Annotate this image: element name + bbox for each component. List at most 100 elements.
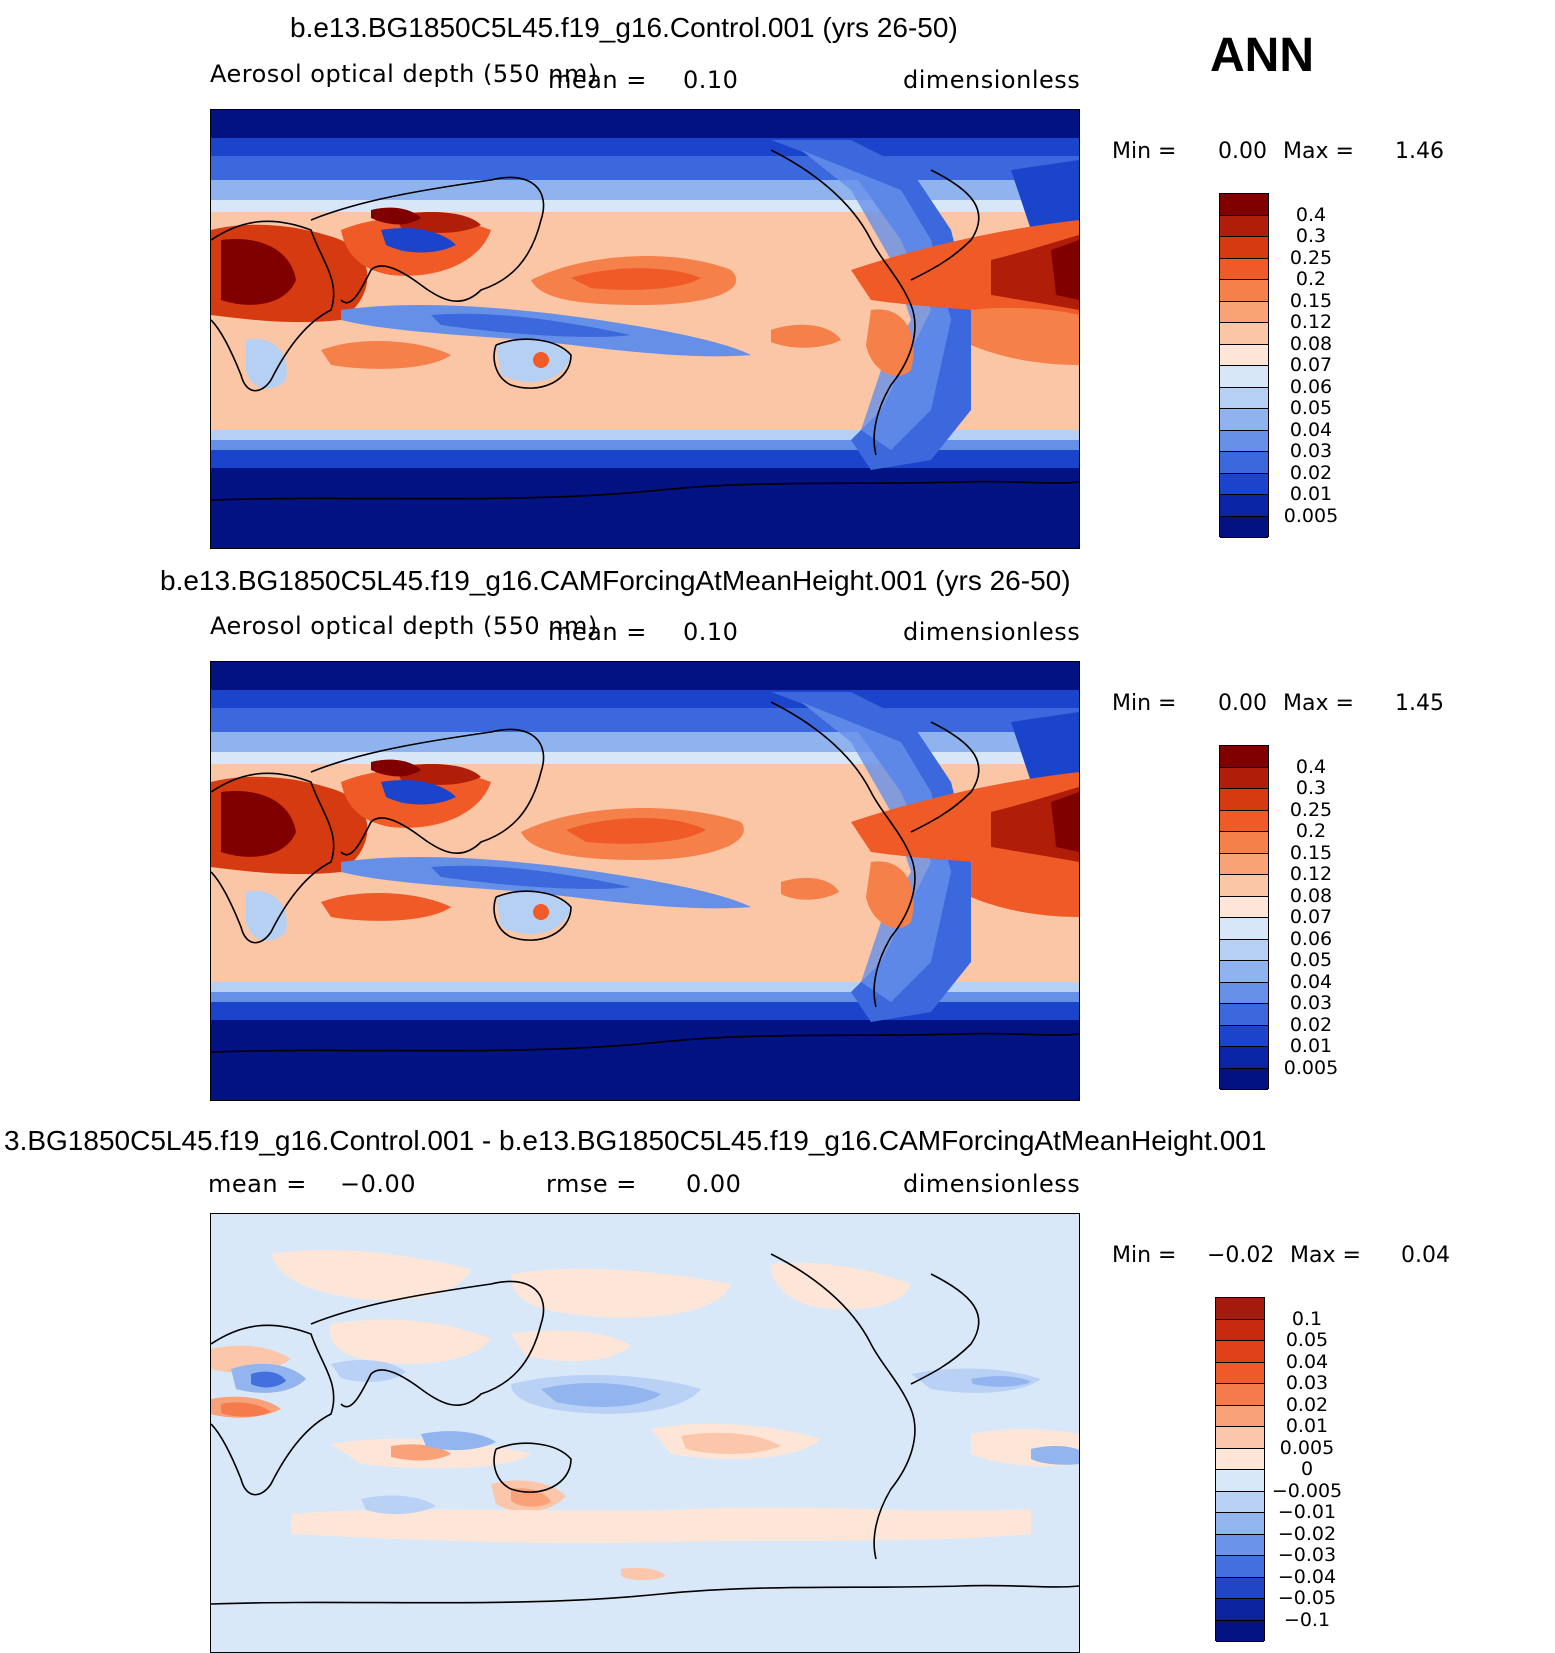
colorbar-swatch <box>1216 1384 1264 1406</box>
colorbar-swatch <box>1220 430 1268 452</box>
panel1-map <box>210 109 1080 549</box>
colorbar-swatch <box>1216 1448 1264 1470</box>
colorbar-tick-label: −0.01 <box>1277 1501 1337 1523</box>
colorbar-tick-label: 0.01 <box>1289 1035 1333 1057</box>
panel3-units: dimensionless <box>903 1170 1081 1198</box>
colorbar-tick-label: 0.12 <box>1289 311 1333 333</box>
colorbar-tick-label: 0.3 <box>1295 225 1327 247</box>
colorbar-swatch <box>1220 258 1268 280</box>
panel1-max-label: Max = <box>1283 139 1354 164</box>
colorbar-tick-label: 0.06 <box>1289 927 1333 950</box>
colorbar-swatch <box>1220 237 1268 259</box>
panel1-units: dimensionless <box>903 66 1081 94</box>
colorbar-tick-label: 0.06 <box>1289 375 1333 398</box>
colorbar-swatch <box>1220 961 1268 983</box>
colorbar-tick-label: 0.02 <box>1289 1013 1333 1036</box>
colorbar-swatch <box>1216 1513 1264 1535</box>
panel1-title: b.e13.BG1850C5L45.f19_g16.Control.001 (y… <box>290 12 958 43</box>
colorbar-swatch <box>1220 918 1268 940</box>
colorbar-tick-label: 0.01 <box>1289 483 1333 505</box>
colorbar-swatch <box>1220 280 1268 302</box>
colorbar-tick-label: 0.03 <box>1289 992 1333 1014</box>
panel2-variable: Aerosol optical depth (550 nm) <box>210 612 598 640</box>
colorbar-swatch <box>1220 939 1268 961</box>
panel1-min-value: 0.00 <box>1218 139 1267 164</box>
colorbar-swatch <box>1220 853 1268 875</box>
colorbar-swatch <box>1220 1025 1268 1047</box>
colorbar-tick-label: 0.25 <box>1289 246 1333 269</box>
colorbar-tick-label: −0.05 <box>1277 1587 1337 1609</box>
colorbar-swatch <box>1216 1599 1264 1621</box>
panel3-rmse-value: 0.00 <box>686 1170 742 1198</box>
panel2-max-value: 1.45 <box>1395 691 1444 716</box>
colorbar-swatch <box>1220 789 1268 811</box>
panel2-min-value: 0.00 <box>1218 691 1267 716</box>
colorbar-swatch <box>1220 366 1268 388</box>
panel1-max-value: 1.46 <box>1395 139 1444 164</box>
colorbar-tick-label: 0.25 <box>1289 798 1333 821</box>
colorbar-tick-label: 0.4 <box>1295 755 1327 778</box>
panel3-min-value: −0.02 <box>1207 1243 1275 1268</box>
colorbar-swatch <box>1216 1491 1264 1513</box>
colorbar-tick-label: 0.2 <box>1295 268 1327 290</box>
colorbar-tick-label: 0.4 <box>1295 203 1327 226</box>
colorbar-tick-label: 0.12 <box>1289 863 1333 885</box>
colorbar-swatch <box>1220 1068 1268 1090</box>
panel1-map-field <box>211 110 1079 548</box>
panel2-map <box>210 661 1080 1101</box>
panel3-mean-value: −0.00 <box>340 1170 417 1198</box>
season-label: ANN <box>1210 29 1314 82</box>
panel3-map-field <box>211 1249 1079 1605</box>
colorbar-swatch <box>1220 982 1268 1004</box>
colorbar-swatch <box>1220 194 1268 216</box>
colorbar-tick-label: 0.15 <box>1289 289 1333 312</box>
colorbar-swatch <box>1220 495 1268 517</box>
colorbar-swatch <box>1220 344 1268 366</box>
panel3-max-value: 0.04 <box>1401 1243 1450 1268</box>
colorbar-tick-label: 0.07 <box>1289 354 1333 376</box>
colorbar-swatch <box>1220 473 1268 495</box>
panel1-variable: Aerosol optical depth (550 nm) <box>210 60 598 88</box>
colorbar-tick-label: 0.1 <box>1291 1307 1323 1330</box>
panel3-title: 3.BG1850C5L45.f19_g16.Control.001 - b.e1… <box>4 1125 1267 1156</box>
panel2-max-label: Max = <box>1283 691 1354 716</box>
colorbar-swatch <box>1220 323 1268 345</box>
colorbar-tick-label: 0.04 <box>1289 970 1333 993</box>
colorbar-tick-label: 0.05 <box>1289 397 1333 419</box>
colorbar-swatch <box>1220 746 1268 768</box>
colorbar-tick-label: 0.03 <box>1285 1372 1329 1394</box>
colorbar-swatch <box>1216 1556 1264 1578</box>
colorbar-swatch <box>1220 301 1268 323</box>
colorbar-tick-label: 0.02 <box>1285 1393 1329 1416</box>
panel2-min-label: Min = <box>1112 691 1177 716</box>
colorbar-tick-label: −0.005 <box>1271 1479 1343 1502</box>
colorbar-tick-label: 0.01 <box>1285 1415 1329 1437</box>
colorbar-swatch <box>1220 409 1268 431</box>
panel1-mean-value: 0.10 <box>683 66 739 94</box>
colorbar-swatch <box>1220 875 1268 897</box>
colorbar-tick-label: 0.005 <box>1283 1056 1339 1079</box>
colorbar-swatch <box>1220 832 1268 854</box>
colorbar-swatch <box>1216 1319 1264 1341</box>
colorbar-swatch <box>1216 1577 1264 1599</box>
colorbar-swatch <box>1220 767 1268 789</box>
colorbar-tick-label: −0.03 <box>1277 1544 1337 1566</box>
colorbar-tick-label: 0.04 <box>1289 418 1333 441</box>
colorbar-swatch <box>1216 1405 1264 1427</box>
colorbar-swatch <box>1220 1047 1268 1069</box>
colorbar-tick-label: 0.03 <box>1289 440 1333 462</box>
colorbar-tick-label: 0.2 <box>1295 820 1327 842</box>
panel3-min-label: Min = <box>1112 1243 1177 1268</box>
panel3-max-label: Max = <box>1290 1243 1361 1268</box>
panel2-mean-value: 0.10 <box>683 618 739 646</box>
panel1-mean-label: mean = <box>548 66 647 94</box>
colorbar-tick-label: 0.04 <box>1285 1350 1329 1373</box>
colorbar-swatch <box>1220 215 1268 237</box>
panel2-map-field <box>211 662 1079 1100</box>
colorbar-swatch <box>1216 1470 1264 1492</box>
colorbar-swatch <box>1216 1620 1264 1642</box>
colorbar-tick-label: 0 <box>1300 1458 1314 1480</box>
colorbar-swatch <box>1216 1341 1264 1363</box>
colorbar-swatch <box>1220 810 1268 832</box>
colorbar-swatch <box>1216 1362 1264 1384</box>
